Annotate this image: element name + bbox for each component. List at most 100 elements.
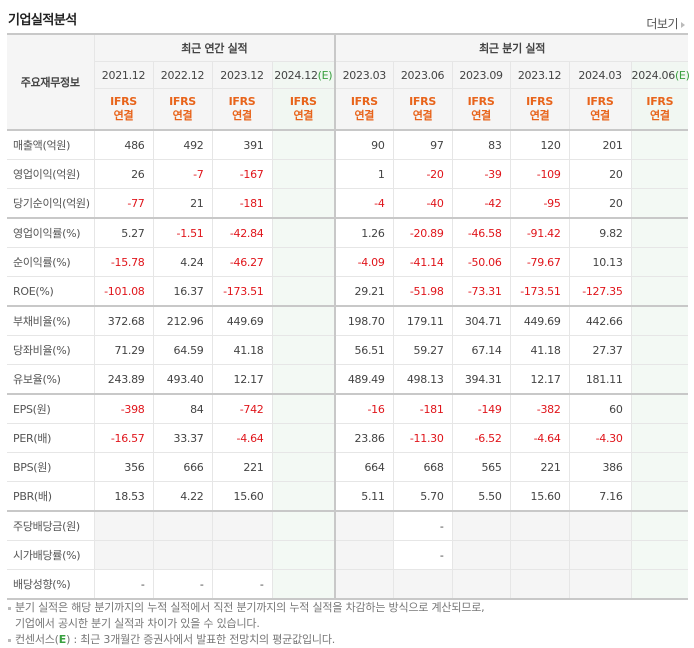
period-header: 2022.12: [152, 61, 213, 89]
consolidated-text: 연결: [471, 109, 491, 122]
value-cell: 386: [568, 452, 632, 482]
value-cell: 449.69: [509, 305, 570, 336]
ifrs-label: IFRS 연결: [271, 88, 337, 131]
value-cell: [211, 540, 273, 570]
value-cell: 16.37: [152, 276, 213, 307]
ifrs-label: IFRS 연결: [509, 88, 570, 131]
value-cell: 442.66: [568, 305, 632, 336]
value-cell: -51.98: [392, 276, 453, 307]
row-label: 당좌비율(%): [7, 335, 95, 365]
value-cell: -42.84: [211, 217, 273, 248]
more-link[interactable]: 더보기: [646, 15, 685, 32]
value-cell: [630, 540, 689, 570]
value-cell: -50.06: [451, 247, 511, 277]
value-cell: [630, 276, 689, 307]
value-cell: 84: [152, 393, 213, 424]
value-cell: 20: [568, 159, 632, 189]
ifrs-text: IFRS: [289, 95, 317, 108]
value-cell: [630, 481, 689, 512]
ifrs-text: IFRS: [350, 95, 378, 108]
value-cell: [152, 540, 213, 570]
value-cell: 56.51: [334, 335, 394, 365]
value-cell: [271, 247, 337, 277]
value-cell: [334, 569, 394, 600]
ifrs-text: IFRS: [646, 95, 674, 108]
value-cell: [271, 569, 337, 600]
annual-group-header: 최근 연간 실적: [93, 33, 337, 62]
value-cell: -149: [451, 393, 511, 424]
value-cell: -398: [93, 393, 154, 424]
value-cell: -742: [211, 393, 273, 424]
ifrs-label: IFRS 연결: [451, 88, 511, 131]
period-header: 2024.06(E): [630, 61, 690, 89]
value-cell: 5.11: [334, 481, 394, 512]
value-cell: [630, 423, 689, 453]
ifrs-label: IFRS 연결: [568, 88, 632, 131]
table-row: PBR(배) 18.53 4.22 15.60 5.11 5.70 5.50 15.60 7.1…: [7, 481, 689, 512]
value-cell: [334, 510, 394, 541]
estimate-mark: (E): [317, 68, 333, 82]
row-label: 시가배당률(%): [7, 540, 95, 570]
value-cell: -95: [509, 188, 570, 219]
table-row: 당좌비율(%) 71.29 64.59 41.18 56.51 59.27 67.14 41.…: [7, 335, 689, 365]
value-cell: 486: [93, 129, 154, 160]
value-cell: 5.70: [392, 481, 453, 512]
value-cell: -79.67: [509, 247, 570, 277]
ifrs-text: IFRS: [228, 95, 256, 108]
value-cell: -42: [451, 188, 511, 219]
period-label: 2024.12: [274, 68, 318, 82]
value-cell: -15.78: [93, 247, 154, 277]
value-cell: -11.30: [392, 423, 453, 453]
footnotes: 분기 실적은 해당 분기까지의 누적 실적에서 직전 분기까지의 누적 실적을 …: [8, 600, 485, 648]
value-cell: -173.51: [509, 276, 570, 307]
value-cell: -4: [334, 188, 394, 219]
consolidated-text: 연결: [172, 109, 193, 122]
consolidated-text: 연결: [590, 109, 610, 122]
ifrs-label: IFRS 연결: [152, 88, 213, 131]
table-row: 부채비율(%) 372.68 212.96 449.69 198.70 179.11 304…: [7, 305, 689, 336]
table-row: ROE(%) -101.08 16.37 -173.51 29.21 -51.98 -73.…: [7, 276, 689, 307]
value-cell: [451, 569, 511, 600]
period-label: 2023.12: [220, 68, 264, 82]
ifrs-text: IFRS: [169, 95, 196, 108]
table-row: 유보율(%) 243.89 493.40 12.17 489.49 498.13 394.3…: [7, 364, 689, 395]
value-cell: 71.29: [93, 335, 154, 365]
value-cell: [271, 393, 337, 424]
value-cell: [271, 188, 337, 219]
value-cell: 372.68: [93, 305, 154, 336]
row-label: 당기순이익(억원): [7, 188, 95, 219]
value-cell: -41.14: [392, 247, 453, 277]
value-cell: 668: [392, 452, 453, 482]
ifrs-text: IFRS: [526, 95, 553, 108]
value-cell: -40: [392, 188, 453, 219]
value-cell: -173.51: [211, 276, 273, 307]
period-header: 2023.03: [334, 61, 394, 89]
period-header: 2023.06: [392, 61, 453, 89]
value-cell: 221: [509, 452, 570, 482]
period-header: 2023.12: [211, 61, 273, 89]
value-cell: [392, 569, 453, 600]
value-cell: 201: [568, 129, 632, 160]
table-row: 주당배당금(원) -: [7, 510, 689, 541]
value-cell: 21: [152, 188, 213, 219]
row-label: 주당배당금(원): [7, 510, 95, 541]
value-cell: 181.11: [568, 364, 632, 395]
value-cell: 120: [509, 129, 570, 160]
value-cell: 12.17: [509, 364, 570, 395]
value-cell: [568, 569, 632, 600]
value-cell: 15.60: [211, 481, 273, 512]
value-cell: 666: [152, 452, 213, 482]
value-cell: [271, 335, 337, 365]
value-cell: [630, 569, 689, 600]
value-cell: -20: [392, 159, 453, 189]
value-cell: -16.57: [93, 423, 154, 453]
period-label: 2022.12: [160, 68, 205, 82]
arrow-right-icon: [681, 21, 685, 28]
value-cell: [509, 569, 570, 600]
value-cell: [451, 510, 511, 541]
table-row: 배당성향(%) - - -: [7, 569, 689, 600]
period-label: 2023.06: [400, 68, 445, 82]
value-cell: [271, 423, 337, 453]
value-cell: 27.37: [568, 335, 632, 365]
period-header: 2023.12: [509, 61, 570, 89]
